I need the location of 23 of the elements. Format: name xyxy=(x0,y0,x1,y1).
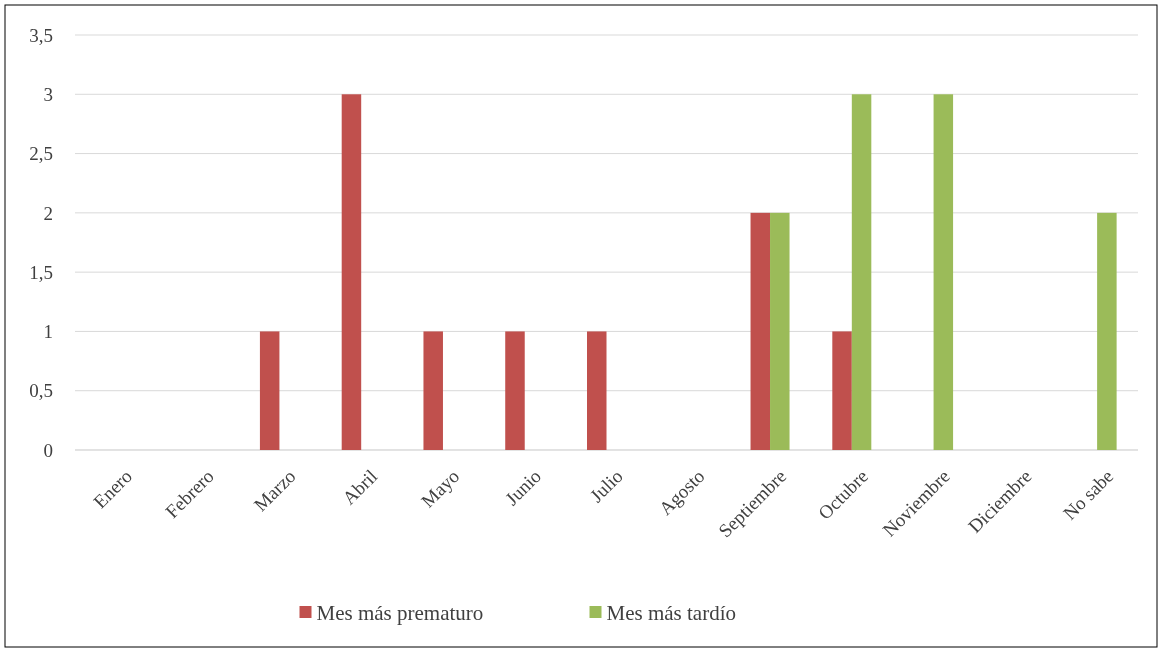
y-tick-label: 0,5 xyxy=(29,380,53,402)
y-tick-label: 1,5 xyxy=(29,261,53,283)
bar xyxy=(933,94,954,450)
y-tick-label: 1 xyxy=(43,321,53,343)
bar xyxy=(505,331,525,450)
bar xyxy=(259,331,280,450)
bar xyxy=(423,331,443,450)
bar xyxy=(770,212,790,450)
x-tick-label: Julio xyxy=(585,465,627,507)
y-tick-label: 0 xyxy=(43,439,53,461)
bar xyxy=(851,94,872,450)
legend-label: Mes más prematuro xyxy=(316,601,484,626)
bar xyxy=(1097,212,1117,450)
bar xyxy=(750,212,771,450)
bar xyxy=(832,331,852,450)
legend-label: Mes más tardío xyxy=(606,601,736,626)
bar xyxy=(587,331,607,450)
bar xyxy=(341,94,362,450)
y-tick-label: 2,5 xyxy=(29,143,53,165)
y-tick-label: 3,5 xyxy=(29,24,53,46)
x-tick-label: No sabe xyxy=(1058,465,1118,524)
y-tick-label: 2 xyxy=(43,202,53,224)
y-tick-label: 3 xyxy=(43,83,53,105)
